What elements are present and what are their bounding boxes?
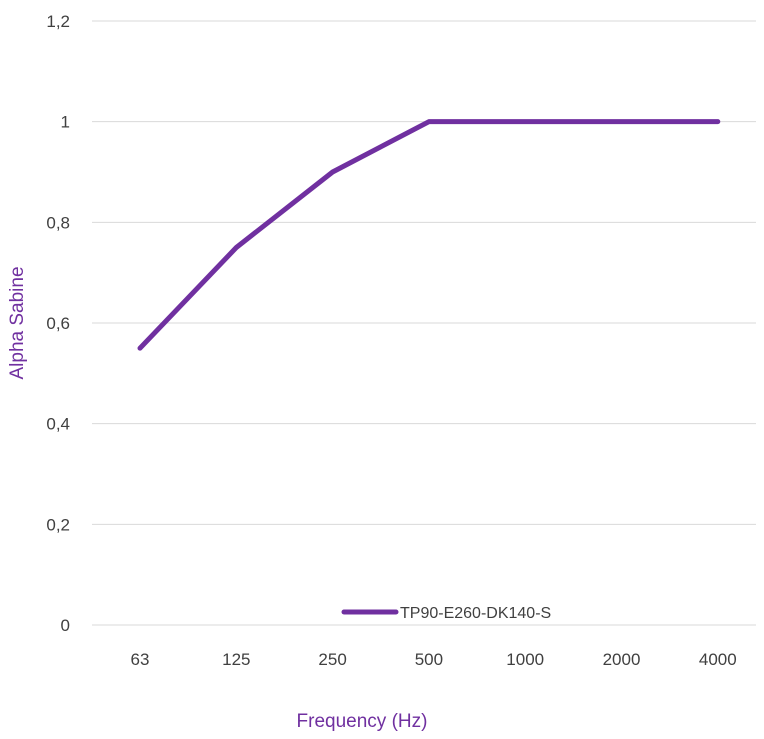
y-tick-label: 1 [61, 113, 70, 132]
series-layer [137, 119, 721, 351]
x-tick-label: 63 [131, 650, 150, 669]
x-axis-ticks: 63 125 250 500 1000 2000 4000 [131, 650, 737, 669]
x-tick-label: 4000 [699, 650, 737, 669]
x-tick-label: 125 [222, 650, 250, 669]
x-tick-label: 1000 [506, 650, 544, 669]
y-tick-label: 0,6 [46, 314, 70, 333]
y-tick-label: 0,4 [46, 415, 70, 434]
legend-label: TP90-E260-DK140-S [400, 605, 551, 622]
x-tick-label: 500 [415, 650, 443, 669]
legend: TP90-E260-DK140-S [341, 605, 551, 622]
x-tick-label: 2000 [603, 650, 641, 669]
x-tick-label: 250 [318, 650, 346, 669]
y-tick-label: 0,2 [46, 515, 70, 534]
gridlines [92, 20, 756, 626]
series-line [137, 119, 721, 351]
y-axis-title: Alpha Sabine [7, 266, 28, 379]
y-tick-label: 0,8 [46, 213, 70, 232]
y-tick-label: 0 [61, 616, 70, 635]
x-axis-title: Frequency (Hz) [297, 711, 428, 732]
y-axis-ticks: 0 0,2 0,4 0,6 0,8 1 1,2 [46, 12, 70, 635]
y-tick-label: 1,2 [46, 12, 70, 31]
